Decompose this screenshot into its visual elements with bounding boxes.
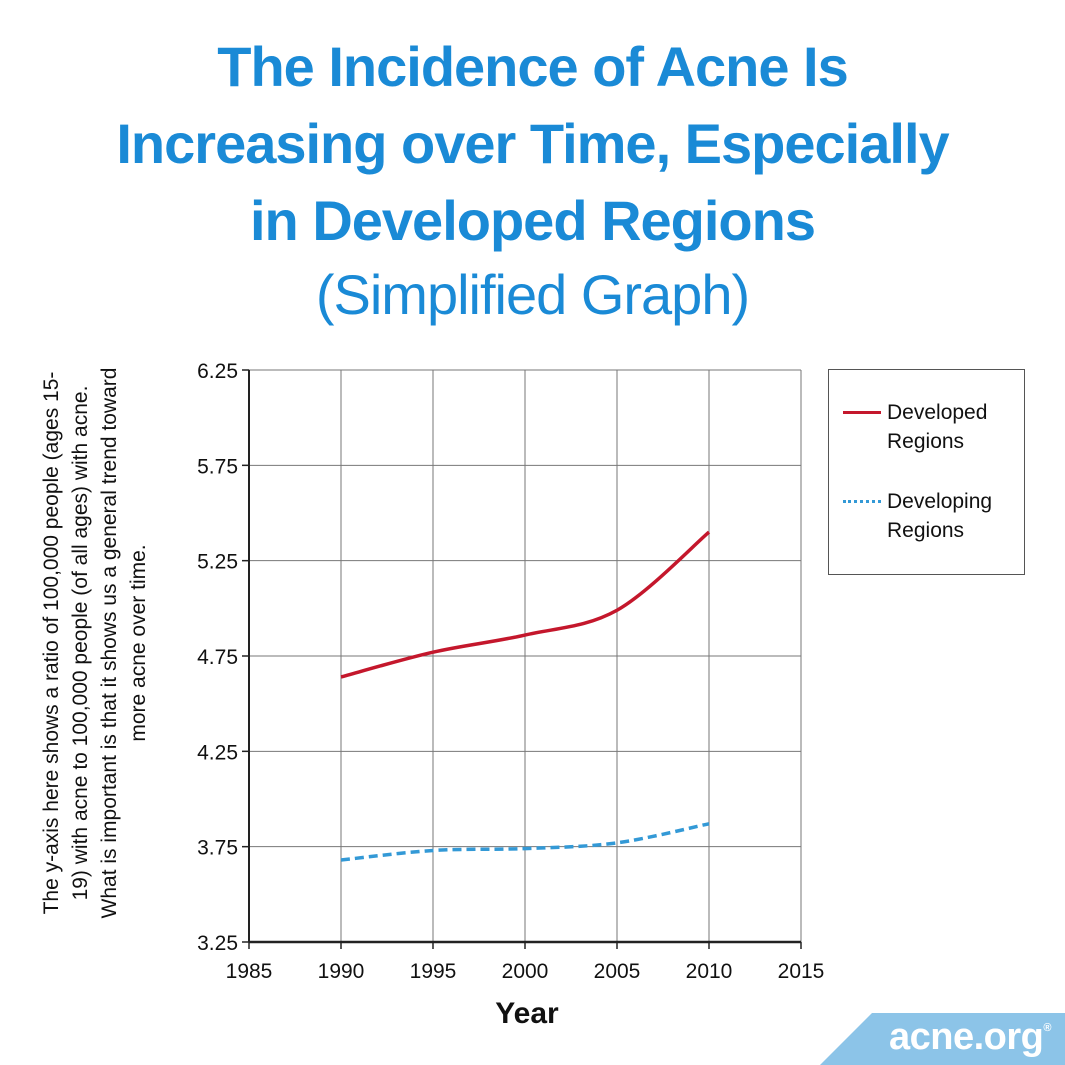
y-tick-label: 5.25: [197, 551, 238, 574]
legend-item-developing: Developing Regions: [843, 487, 1017, 545]
legend-label-developing: Developing Regions: [887, 487, 1017, 545]
x-axis-label: Year: [495, 997, 559, 1030]
y-tick-label: 3.75: [197, 837, 238, 860]
subtitle: (Simplified Graph): [315, 263, 750, 326]
logo-wordmark: acne.org: [889, 1016, 1044, 1058]
y-tick-label: 3.25: [197, 932, 238, 955]
x-tick-label: 2005: [594, 960, 641, 983]
legend-label-developed-line2: Regions: [887, 430, 965, 453]
logo-text: acne.org®: [889, 1016, 1051, 1059]
legend-label-developed: Developed Regions: [887, 398, 1017, 456]
title-line-1: The Incidence of Acne Is: [217, 35, 849, 98]
legend-label-developing-line1: Developing: [887, 490, 993, 513]
x-tick-label: 1985: [226, 960, 273, 983]
registered-mark: ®: [1043, 1022, 1051, 1034]
x-tick-label: 2000: [502, 960, 549, 983]
legend: Developed Regions Developing Regions: [828, 369, 1025, 575]
x-tick-label: 1995: [410, 960, 457, 983]
x-tick-label: 2010: [686, 960, 733, 983]
logo-banner-shape: [820, 1013, 1065, 1065]
x-tick-label: 1990: [318, 960, 365, 983]
y-tick-label: 4.75: [197, 646, 238, 669]
y-tick-label: 6.25: [197, 360, 238, 383]
legend-swatch-developing: [843, 500, 881, 503]
legend-swatch-developed: [843, 411, 881, 414]
legend-label-developed-line1: Developed: [887, 401, 988, 424]
x-tick-label: 2015: [778, 960, 825, 983]
series-line-developing: [340, 822, 710, 862]
y-tick-label: 4.25: [197, 741, 238, 764]
series-line-developed: [340, 530, 711, 679]
y-tick-label: 5.75: [197, 455, 238, 478]
acne-org-logo[interactable]: acne.org®: [820, 1013, 1065, 1065]
legend-item-developed: Developed Regions: [843, 398, 1017, 456]
title-line-2: Increasing over Time, Especially: [116, 112, 949, 175]
legend-label-developing-line2: Regions: [887, 519, 965, 542]
title-line-3: in Developed Regions: [250, 189, 816, 252]
